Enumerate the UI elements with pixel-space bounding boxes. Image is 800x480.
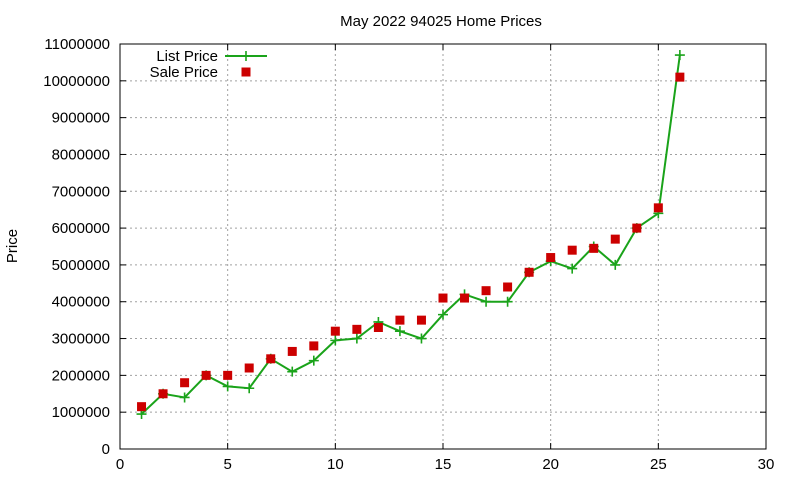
data-point xyxy=(158,389,168,399)
data-point xyxy=(351,333,362,344)
data-point xyxy=(503,282,513,292)
data-point xyxy=(481,296,492,307)
data-point xyxy=(309,341,319,351)
series-sale-price xyxy=(137,72,685,412)
data-point xyxy=(610,234,620,244)
x-tick-label: 0 xyxy=(116,456,124,473)
data-point xyxy=(567,263,578,274)
data-point xyxy=(180,378,190,388)
data-point xyxy=(244,383,255,394)
data-point xyxy=(201,370,211,380)
data-point xyxy=(653,203,663,213)
y-tick-label: 5000000 xyxy=(52,257,110,274)
y-tick-label: 0 xyxy=(102,441,110,458)
y-tick-label: 9000000 xyxy=(52,110,110,127)
data-point xyxy=(438,309,448,320)
data-point xyxy=(567,245,577,255)
data-point xyxy=(394,326,405,337)
y-tick-label: 8000000 xyxy=(52,146,110,163)
data-point xyxy=(266,354,276,364)
data-point xyxy=(137,402,147,412)
data-point xyxy=(287,346,297,356)
data-point xyxy=(675,72,685,82)
y-tick-label: 11000000 xyxy=(44,36,110,53)
series-line xyxy=(140,54,681,415)
data-point xyxy=(438,293,448,303)
data-point xyxy=(308,355,319,366)
data-point xyxy=(287,366,298,377)
data-point xyxy=(589,243,599,253)
legend-marker xyxy=(241,67,251,77)
x-tick-label: 30 xyxy=(758,456,775,473)
legend-label: List Price xyxy=(156,48,218,65)
y-axis-label: Price xyxy=(4,229,21,263)
data-point xyxy=(373,323,383,332)
data-point xyxy=(502,296,513,307)
x-tick-label: 10 xyxy=(327,456,344,473)
data-point xyxy=(524,267,534,277)
chart-title: May 2022 94025 Home Prices xyxy=(340,13,542,30)
x-tick-label: 15 xyxy=(435,456,452,473)
data-point xyxy=(481,286,491,296)
data-point xyxy=(223,370,233,380)
data-point xyxy=(222,381,233,392)
x-tick-label: 25 xyxy=(650,456,667,473)
data-point xyxy=(416,333,427,344)
data-point xyxy=(395,315,405,325)
data-point xyxy=(352,324,362,334)
legend-label: Sale Price xyxy=(150,64,218,81)
data-point xyxy=(632,223,642,233)
x-tick-label: 20 xyxy=(542,456,559,473)
y-tick-label: 6000000 xyxy=(52,220,110,237)
y-tick-label: 10000000 xyxy=(43,73,110,90)
legend-marker xyxy=(241,51,251,61)
data-point xyxy=(179,392,190,403)
data-point xyxy=(610,259,621,270)
data-point xyxy=(416,315,426,325)
y-tick-label: 4000000 xyxy=(52,294,110,311)
data-point xyxy=(330,335,341,346)
data-point xyxy=(244,363,254,373)
x-tick-label: 5 xyxy=(223,456,231,473)
plot-area xyxy=(136,50,685,420)
data-point xyxy=(546,253,556,263)
y-tick-label: 2000000 xyxy=(52,367,110,384)
data-point xyxy=(674,50,685,61)
data-point xyxy=(330,326,340,336)
y-tick-label: 3000000 xyxy=(52,331,110,348)
axes: 0 5 10 15 20 25 30 0 1000000 2000000 3000000 400000… xyxy=(43,36,774,473)
y-tick-label: 7000000 xyxy=(52,183,110,200)
y-tick-label: 1000000 xyxy=(52,404,110,421)
series-list-price xyxy=(136,50,685,420)
data-point xyxy=(460,293,470,303)
grid xyxy=(120,44,766,449)
